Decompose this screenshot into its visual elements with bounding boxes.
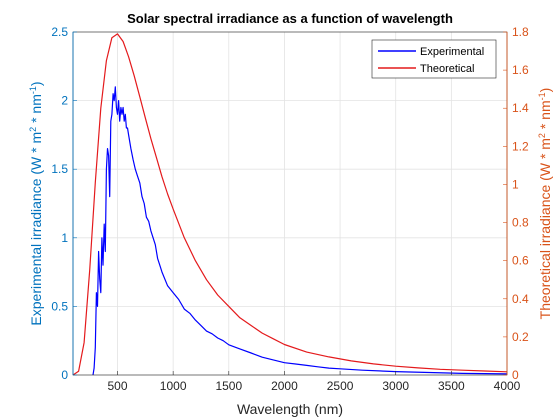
- x-tick-label: 3000: [382, 379, 409, 393]
- legend: Experimental Theoretical: [371, 39, 497, 79]
- left-y-tick-label: 0.5: [51, 299, 68, 313]
- right-y-tick-label: 1.2: [512, 139, 529, 153]
- left-y-tick-label: 2.5: [51, 25, 68, 39]
- series-line-experimental: [92, 86, 508, 376]
- left-y-tick-label: 2: [61, 94, 68, 108]
- label-text: * nm: [28, 94, 44, 127]
- plot-background: [73, 32, 507, 375]
- x-tick-label: 500: [107, 379, 127, 393]
- label-text: Theoretical irradiance (W * m: [537, 138, 553, 319]
- right-y-tick-label: 0.6: [512, 254, 529, 268]
- right-y-tick-label: 1: [512, 177, 519, 191]
- series-line-theoretical: [72, 33, 508, 376]
- axes: 500 1000 1500 2000 2500 3000 3500 400000.511.52…: [51, 25, 529, 393]
- label-text: * nm: [537, 100, 553, 133]
- right-y-tick-label: 0.2: [512, 330, 529, 344]
- x-tick-label: 1500: [215, 379, 242, 393]
- x-tick-label: 3500: [438, 379, 465, 393]
- left-y-tick-label: 0: [61, 368, 68, 382]
- left-y-axis-label: Experimental irradiance (W * m2 * nm-1): [28, 81, 44, 325]
- right-y-tick-label: 0.4: [512, 292, 529, 306]
- x-tick-label: 2000: [271, 379, 298, 393]
- superscript: -1: [537, 92, 547, 100]
- series-lines: [72, 33, 508, 376]
- right-y-tick-label: 0: [512, 368, 519, 382]
- right-y-tick-label: 0.8: [512, 216, 529, 230]
- left-y-tick-label: 1.5: [51, 162, 68, 176]
- label-text: ): [28, 81, 44, 86]
- x-tick-label: 1000: [160, 379, 187, 393]
- left-y-tick-label: 1: [61, 231, 68, 245]
- superscript: -1: [28, 86, 38, 94]
- legend-label-experimental: Experimental: [420, 46, 484, 58]
- x-tick-label: 4000: [494, 379, 521, 393]
- right-y-tick-label: 1.8: [512, 25, 529, 39]
- right-y-axis-label: Theoretical irradiance (W * m2 * nm-1): [537, 88, 553, 320]
- superscript: 2: [537, 133, 547, 138]
- x-axis-label: Wavelength (nm): [237, 401, 343, 417]
- x-tick-label: 2500: [327, 379, 354, 393]
- label-text: Experimental irradiance (W * m: [28, 132, 44, 326]
- legend-box: [371, 39, 497, 79]
- superscript: 2: [28, 127, 38, 132]
- label-text: ): [537, 88, 553, 93]
- chart-title: Solar spectral irradiance as a function …: [127, 11, 453, 26]
- legend-label-theoretical: Theoretical: [420, 63, 474, 75]
- right-y-tick-label: 1.4: [512, 101, 529, 115]
- right-y-tick-label: 1.6: [512, 63, 529, 77]
